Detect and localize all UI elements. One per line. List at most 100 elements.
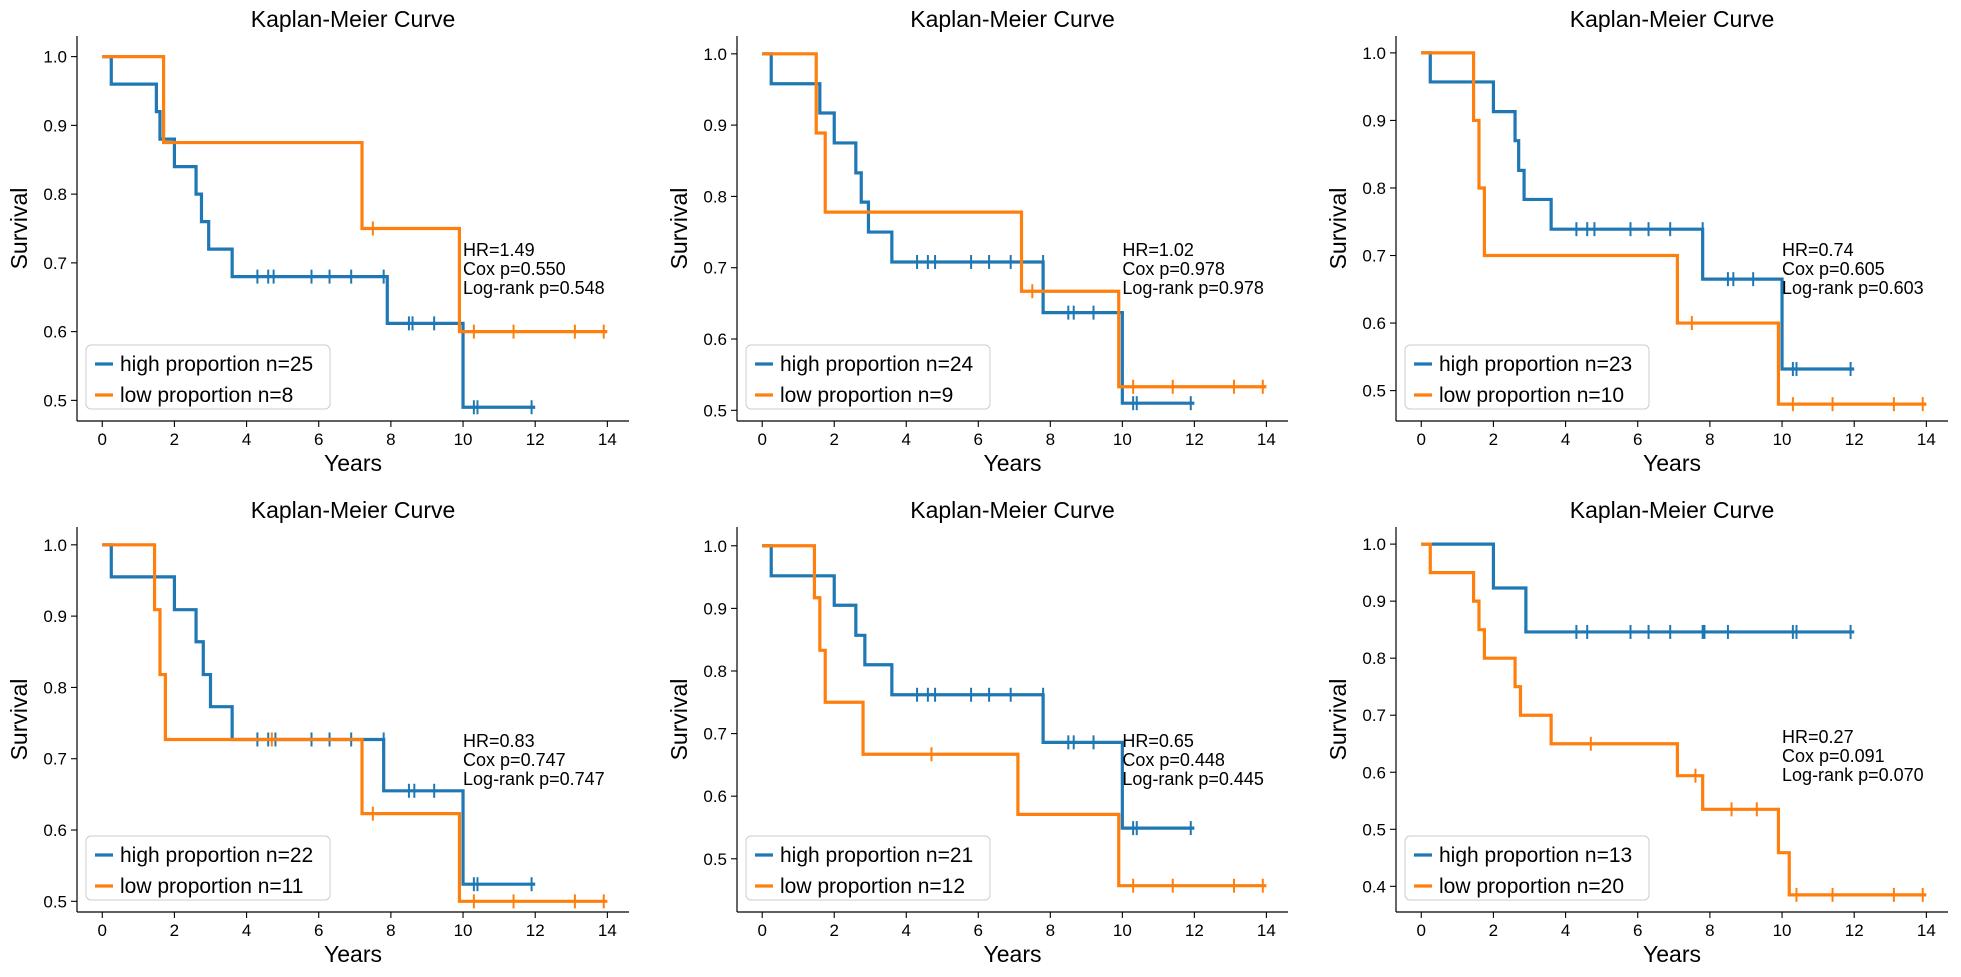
legend-label: high proportion n=22 (120, 844, 313, 867)
legend-label: high proportion n=23 (1439, 353, 1632, 376)
x-axis-label: Years (984, 941, 1042, 967)
x-axis-label: Years (984, 450, 1042, 476)
y-tick-label: 0.8 (703, 662, 727, 681)
stat-annotation: HR=0.65 (1122, 731, 1194, 751)
x-tick-label: 14 (1257, 921, 1276, 940)
y-tick-label: 0.7 (43, 750, 67, 769)
x-tick-label: 8 (386, 430, 395, 449)
y-tick-label: 0.7 (1362, 706, 1386, 725)
stat-annotation: HR=1.49 (463, 240, 535, 260)
x-tick-label: 0 (757, 430, 766, 449)
x-tick-label: 8 (1046, 921, 1055, 940)
y-tick-label: 0.9 (1362, 592, 1386, 611)
x-tick-label: 10 (1773, 921, 1792, 940)
y-tick-label: 1.0 (43, 536, 67, 555)
x-tick-label: 12 (526, 430, 545, 449)
x-tick-label: 0 (757, 921, 766, 940)
y-axis-label: Survival (1325, 188, 1351, 270)
x-tick-label: 4 (902, 430, 911, 449)
legend-label: low proportion n=11 (120, 875, 303, 898)
y-axis-label: Survival (6, 679, 32, 761)
x-tick-label: 4 (1561, 921, 1570, 940)
legend-label: high proportion n=24 (780, 353, 974, 376)
y-tick-label: 1.0 (703, 45, 727, 64)
y-tick-label: 0.6 (1362, 314, 1386, 333)
x-tick-label: 6 (1633, 921, 1642, 940)
y-axis-label: Survival (666, 679, 692, 761)
x-axis-label: Years (1643, 941, 1701, 967)
legend-box (85, 344, 331, 410)
y-tick-label: 0.7 (703, 725, 727, 744)
y-tick-label: 0.4 (1362, 877, 1386, 896)
stat-annotation: Cox p=0.747 (463, 750, 566, 770)
legend-label: low proportion n=12 (780, 875, 965, 898)
y-tick-label: 1.0 (43, 48, 67, 67)
y-tick-label: 0.8 (703, 187, 727, 206)
y-tick-label: 0.5 (1362, 820, 1386, 839)
x-tick-label: 14 (1917, 430, 1936, 449)
x-tick-label: 8 (1705, 921, 1714, 940)
x-tick-label: 2 (830, 430, 839, 449)
chart-title: Kaplan-Meier Curve (1570, 6, 1775, 32)
x-tick-label: 12 (1845, 921, 1864, 940)
x-tick-label: 12 (526, 921, 545, 940)
stat-annotation: Cox p=0.448 (1122, 750, 1225, 770)
x-tick-label: 2 (170, 921, 179, 940)
x-tick-label: 10 (1113, 921, 1132, 940)
y-tick-label: 0.9 (703, 116, 727, 135)
y-tick-label: 0.8 (1362, 649, 1386, 668)
x-tick-label: 10 (454, 921, 473, 940)
y-tick-label: 0.8 (43, 678, 67, 697)
x-tick-label: 14 (1917, 921, 1936, 940)
y-tick-label: 0.9 (703, 599, 727, 618)
survival-line-high (102, 543, 536, 886)
x-tick-label: 4 (242, 430, 251, 449)
survival-line-low (1421, 542, 1927, 897)
y-tick-label: 0.7 (43, 254, 67, 273)
y-axis-label: Survival (666, 188, 692, 270)
y-tick-label: 0.5 (1362, 382, 1386, 401)
x-tick-label: 8 (1046, 430, 1055, 449)
x-tick-label: 6 (974, 921, 983, 940)
y-tick-label: 0.6 (43, 821, 67, 840)
x-axis-label: Years (1643, 450, 1701, 476)
x-tick-label: 8 (386, 921, 395, 940)
y-tick-label: 0.7 (1362, 247, 1386, 266)
x-tick-label: 0 (1417, 430, 1426, 449)
y-tick-label: 0.9 (43, 116, 67, 135)
chart-title: Kaplan-Meier Curve (910, 497, 1115, 523)
x-tick-label: 4 (902, 921, 911, 940)
x-tick-label: 0 (98, 921, 107, 940)
x-tick-label: 0 (1417, 921, 1426, 940)
stat-annotation: Cox p=0.605 (1782, 259, 1885, 279)
legend-box (1404, 835, 1650, 901)
legend-label: high proportion n=21 (780, 844, 973, 867)
legend-label: low proportion n=20 (1439, 875, 1624, 898)
y-tick-label: 0.5 (703, 401, 727, 420)
stat-annotation: Cox p=0.091 (1782, 746, 1885, 766)
stat-annotation: Log-rank p=0.070 (1782, 765, 1924, 785)
stat-annotation: HR=1.02 (1122, 240, 1194, 260)
x-tick-label: 10 (1773, 430, 1792, 449)
legend-box (745, 344, 991, 410)
x-tick-label: 6 (314, 921, 323, 940)
x-tick-label: 6 (1633, 430, 1642, 449)
km-panel-2: Kaplan-Meier Curve 0 2 4 6 8 10 12 14 0.5 0.6 0.7 0.… (666, 6, 1288, 476)
y-tick-label: 0.6 (43, 323, 67, 342)
y-tick-label: 1.0 (1362, 535, 1386, 554)
y-tick-label: 1.0 (703, 537, 727, 556)
y-axis-label: Survival (6, 188, 32, 270)
x-tick-label: 2 (830, 921, 839, 940)
survival-line-high (1421, 51, 1855, 371)
x-tick-label: 12 (1185, 921, 1204, 940)
legend-box (1404, 344, 1650, 410)
y-tick-label: 0.9 (1362, 111, 1386, 130)
stat-annotation: HR=0.74 (1782, 240, 1854, 260)
x-tick-label: 14 (598, 430, 617, 449)
x-tick-label: 6 (314, 430, 323, 449)
x-axis-label: Years (324, 941, 382, 967)
legend-label: low proportion n=8 (120, 384, 293, 407)
x-tick-label: 2 (170, 430, 179, 449)
x-tick-label: 2 (1489, 430, 1498, 449)
